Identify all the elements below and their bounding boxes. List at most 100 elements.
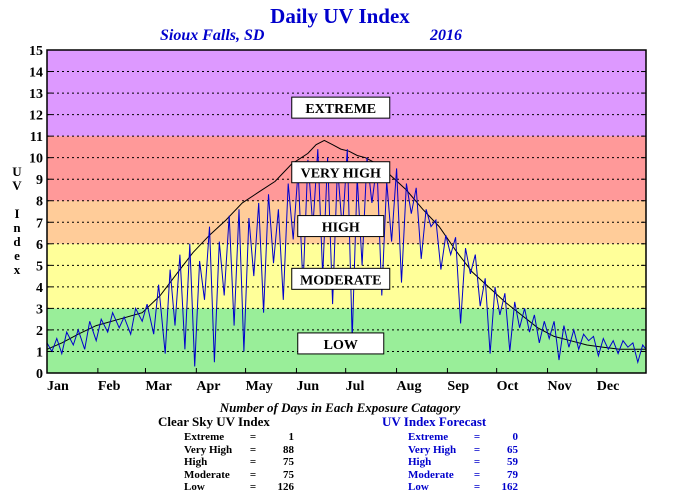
clear-sky-label: Extreme (184, 431, 225, 443)
forecast-label: Low (408, 481, 429, 493)
equals-sign: = (473, 443, 481, 456)
forecast-value: 79 (507, 468, 518, 481)
band-label-box (291, 96, 391, 119)
clear-sky-label: Moderate (184, 468, 230, 481)
y-tick-label: 2 (36, 324, 43, 339)
clear-sky-row: High = 75 (184, 456, 294, 469)
x-tick-label: Dec (597, 379, 620, 394)
band-label-text: VERY HIGH (301, 167, 381, 182)
band-label-extreme: EXTREME (291, 96, 391, 119)
forecast-row: Low = 162 (408, 481, 518, 494)
x-tick-label: Jul (346, 379, 365, 394)
x-tick-label: Jan (47, 379, 69, 394)
forecast-row: Moderate = 79 (408, 469, 518, 482)
band-label-text: LOW (324, 338, 358, 353)
clear-sky-row: Low = 126 (184, 481, 294, 494)
clear-sky-row: Very High = 88 (184, 444, 294, 457)
y-tick-label: 14 (29, 66, 43, 81)
x-tick-label: Nov (548, 379, 572, 394)
band-label-moderate: MODERATE (291, 267, 391, 290)
x-tick-label: Jun (296, 379, 319, 394)
clear-sky-value: 75 (283, 456, 294, 468)
forecast-row: High = 59 (408, 456, 518, 469)
forecast-table: Extreme = 0 Very High = 65 High = 59 Moderate = 79 L… (408, 431, 518, 494)
equals-sign: = (249, 468, 257, 481)
forecast-value: 162 (501, 481, 519, 493)
y-tick-label: 13 (29, 87, 43, 102)
data-series (46, 139, 647, 367)
y-tick-label: 9 (36, 173, 43, 188)
band-label-box (297, 215, 385, 238)
y-tick-label: 6 (36, 238, 43, 253)
equals-sign: = (249, 456, 257, 468)
clear-sky-label: Low (184, 481, 205, 493)
equals-sign: = (249, 431, 257, 443)
x-tick-label: Mar (145, 379, 171, 394)
band-label-box (291, 161, 391, 184)
clear-sky-table: Extreme = 1 Very High = 88 High = 75 Moderate = 75 L… (184, 431, 294, 494)
y-axis-label-letter: x (13, 262, 21, 277)
equals-sign: = (473, 456, 481, 468)
y-tick-label: 10 (29, 152, 43, 167)
x-tick-label: Apr (196, 379, 220, 394)
y-axis-label-letter: e (14, 248, 20, 263)
equals-sign: = (249, 481, 257, 493)
band-label-high: HIGH (297, 215, 385, 238)
y-axis-label-letter: d (13, 234, 21, 249)
forecast-label: High (408, 456, 432, 468)
band-extreme (47, 50, 646, 137)
forecast-label: Moderate (408, 468, 454, 481)
series-forecast (46, 149, 647, 367)
y-tick-label: 3 (36, 302, 43, 317)
y-axis-label-letter: V (12, 178, 22, 193)
y-tick-label: 15 (29, 44, 43, 59)
y-tick-label: 8 (36, 195, 43, 210)
y-tick-label: 7 (36, 216, 43, 231)
series-clear-sky (46, 139, 646, 350)
clear-sky-stats: Clear Sky UV Index Extreme = 1 Very High = 88… (158, 414, 294, 494)
days-caption: Number of Days in Each Exposure Catagory (219, 400, 461, 415)
clear-sky-value: 126 (277, 481, 295, 493)
x-tick-label: Feb (98, 379, 121, 394)
forecast-label: Very High (408, 443, 457, 456)
band-label-text: EXTREME (305, 102, 376, 117)
clear-sky-row: Extreme = 1 (184, 431, 294, 444)
band-label-text: MODERATE (300, 273, 381, 288)
forecast-value: 65 (507, 443, 518, 456)
y-axis-label-letter: U (12, 164, 22, 179)
y-tick-label: 5 (36, 259, 43, 274)
band-label-low: LOW (297, 332, 385, 355)
equals-sign: = (249, 443, 257, 456)
x-tick-label: May (246, 379, 273, 394)
forecast-value: 0 (512, 431, 519, 443)
clear-sky-row: Moderate = 75 (184, 469, 294, 482)
clear-sky-value: 88 (283, 443, 294, 456)
band-label-box (291, 267, 391, 290)
clear-sky-label: High (184, 456, 208, 468)
x-tick-label: Oct (497, 379, 519, 394)
equals-sign: = (473, 468, 481, 481)
clear-sky-value: 75 (283, 468, 294, 481)
band-label-box (297, 332, 385, 355)
chart-title: Daily UV Index (270, 4, 410, 28)
forecast-row: Very High = 65 (408, 444, 518, 457)
y-tick-label: 12 (29, 109, 43, 124)
band-label-text: HIGH (322, 221, 360, 236)
y-axis-label-letter (10, 193, 24, 207)
y-axis-label-letter: I (14, 206, 20, 221)
forecast-value: 59 (507, 456, 518, 468)
band-labels: LOW MODERATE HIGH VERY HIGH EXTREME (291, 96, 391, 355)
y-axis-label-letter: n (13, 220, 21, 235)
equals-sign: = (473, 481, 481, 493)
clear-sky-value: 1 (288, 431, 295, 443)
location-subtitle: Sioux Falls, SD (160, 27, 265, 44)
forecast-label: Extreme (408, 431, 449, 443)
clear-sky-heading: Clear Sky UV Index (158, 414, 270, 429)
year-subtitle: 2016 (430, 27, 462, 44)
forecast-row: Extreme = 0 (408, 431, 518, 444)
clear-sky-label: Very High (184, 443, 233, 456)
x-tick-label: Sep (447, 379, 469, 394)
